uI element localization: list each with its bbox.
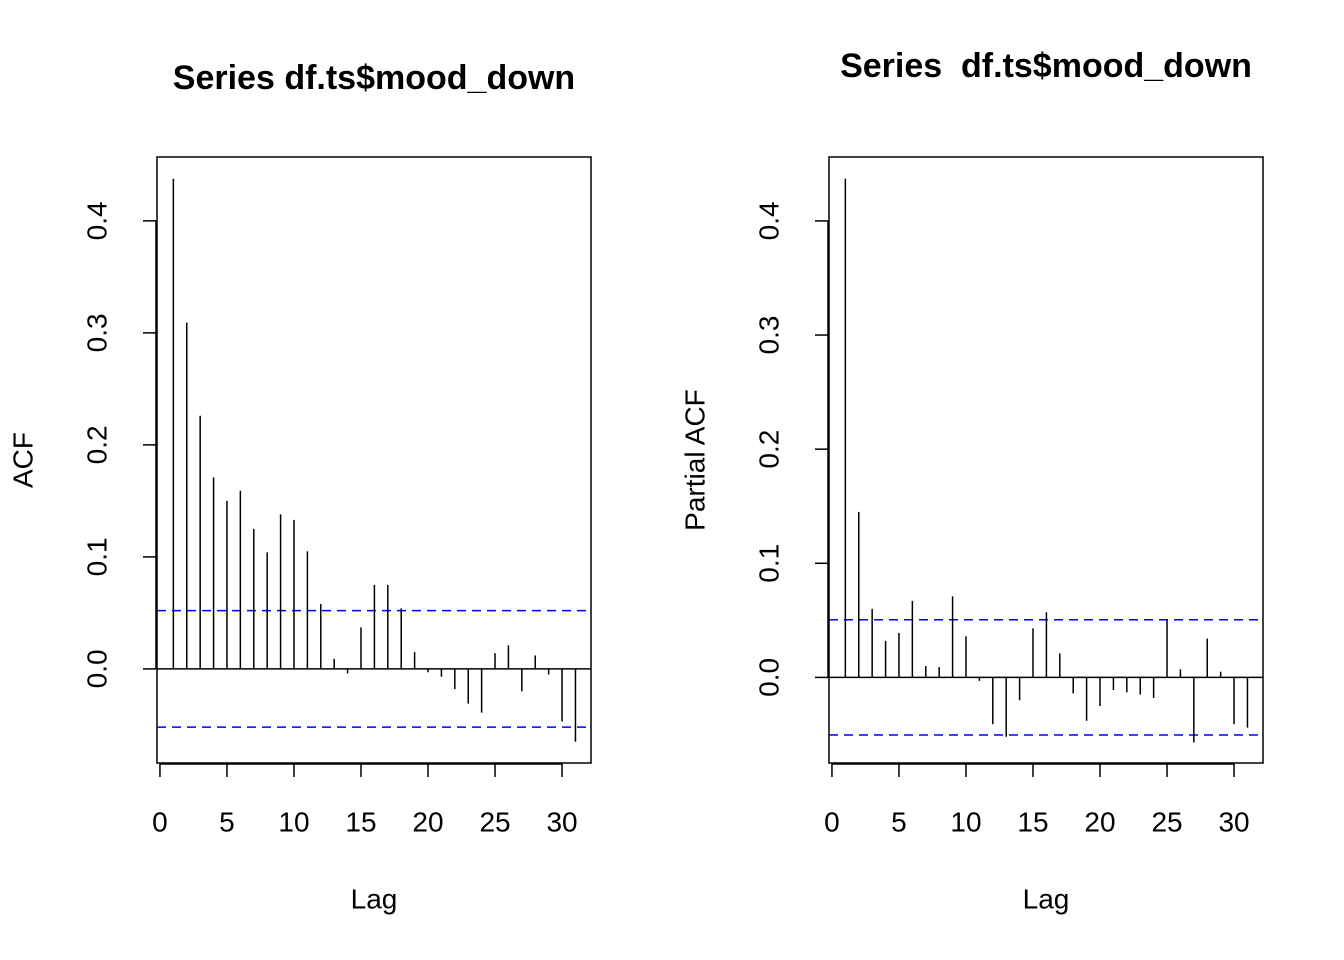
- x-tick-label: 30: [1218, 806, 1249, 837]
- x-tick-label: 15: [345, 806, 376, 837]
- y-tick-label: 0.1: [753, 544, 784, 583]
- y-axis-label: Partial ACF: [679, 389, 710, 531]
- x-tick-label: 10: [278, 806, 309, 837]
- y-tick-label: 0.0: [753, 658, 784, 697]
- x-tick-label: 25: [1151, 806, 1182, 837]
- x-tick-label: 10: [950, 806, 981, 837]
- x-tick-label: 20: [1084, 806, 1115, 837]
- y-tick-label: 0.3: [753, 316, 784, 355]
- x-tick-label: 20: [412, 806, 443, 837]
- x-tick-label: 5: [891, 806, 907, 837]
- plot-frame: [828, 156, 1264, 764]
- x-axis-label: Lag: [351, 883, 398, 914]
- x-tick-label: 5: [219, 806, 235, 837]
- x-tick-label: 0: [152, 806, 168, 837]
- x-tick-label: 0: [824, 806, 840, 837]
- x-tick-label: 30: [546, 806, 577, 837]
- chart-title: Series df.ts$mood_down: [173, 59, 575, 97]
- y-tick-label: 0.1: [81, 537, 112, 576]
- x-tick-label: 15: [1017, 806, 1048, 837]
- x-tick-label: 25: [479, 806, 510, 837]
- y-tick-label: 0.0: [81, 649, 112, 688]
- chart-panel: Series df.ts$mood_down Lag Partial ACF 0 5 10…: [679, 47, 1264, 914]
- y-tick-label: 0.3: [81, 313, 112, 352]
- chart-title: Series df.ts$mood_down: [840, 47, 1252, 85]
- y-tick-label: 0.4: [753, 201, 784, 240]
- chart-panel: Series df.ts$mood_down Lag ACF 0 5 10 15 20 25 30…: [7, 59, 592, 914]
- plot-frame: [156, 156, 592, 764]
- y-axis-label: ACF: [7, 432, 38, 488]
- y-tick-label: 0.4: [81, 201, 112, 240]
- y-tick-label: 0.2: [753, 430, 784, 469]
- y-tick-label: 0.2: [81, 425, 112, 464]
- x-axis-label: Lag: [1023, 883, 1070, 914]
